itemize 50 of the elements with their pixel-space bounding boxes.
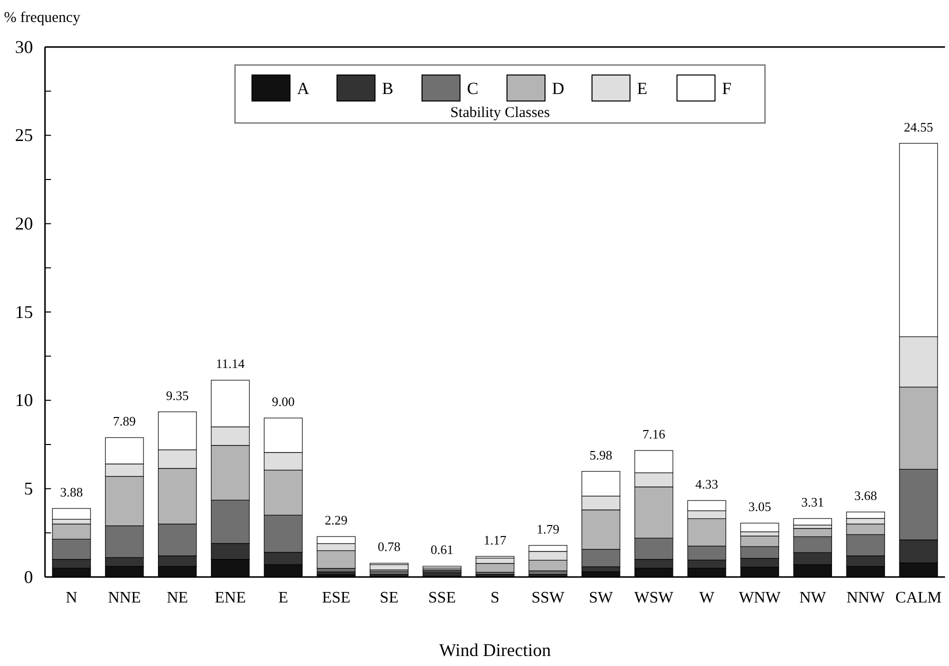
x-tick-label: NNE xyxy=(108,589,141,606)
y-axis-title: % frequency xyxy=(4,10,81,26)
x-tick-label: NE xyxy=(166,589,188,606)
legend-title: Stability Classes xyxy=(450,105,550,121)
total-label: 1.79 xyxy=(536,521,560,536)
total-label: 1.17 xyxy=(484,532,507,548)
x-tick-label: W xyxy=(699,589,716,606)
total-label: 0.61 xyxy=(430,542,454,558)
y-tick-label: 5 xyxy=(24,478,33,498)
x-axis-title: Wind Direction xyxy=(439,640,551,660)
total-label: 7.89 xyxy=(113,414,136,429)
x-tick-label: ENE xyxy=(214,589,246,606)
legend-label: E xyxy=(637,79,648,98)
x-tick-label: NW xyxy=(799,589,827,606)
x-tick-label: ESE xyxy=(322,589,350,606)
total-label: 5.98 xyxy=(590,447,612,462)
y-tick-label: 15 xyxy=(15,302,33,322)
x-tick-label: NNW xyxy=(846,589,886,606)
total-label: 24.55 xyxy=(904,119,934,134)
x-tick-label: SW xyxy=(588,589,614,606)
y-tick-label: 0 xyxy=(24,566,33,587)
x-tick-label: S xyxy=(490,589,500,606)
y-tick-label: 10 xyxy=(15,390,33,410)
total-label: 0.78 xyxy=(378,539,400,554)
total-label: 4.33 xyxy=(695,476,718,492)
total-label: 9.00 xyxy=(272,394,295,409)
x-tick-label: SSE xyxy=(428,589,456,606)
total-label: 9.35 xyxy=(166,388,189,403)
total-label: 2.29 xyxy=(324,512,348,528)
y-tick-label: 20 xyxy=(15,213,33,234)
legend-label: D xyxy=(552,79,564,98)
legend-label: F xyxy=(722,79,732,98)
legend-label: C xyxy=(467,79,478,98)
x-tick-label: E xyxy=(278,589,288,606)
total-label: 3.68 xyxy=(854,488,877,503)
y-tick-label: 25 xyxy=(15,125,33,146)
total-label: 3.88 xyxy=(60,484,83,500)
x-tick-label: WNW xyxy=(738,589,782,606)
total-label: 11.14 xyxy=(216,356,246,372)
x-tick-label: SE xyxy=(380,589,398,606)
y-tick-label: 30 xyxy=(15,36,33,57)
legend-label: A xyxy=(297,79,310,98)
x-tick-label: CALM xyxy=(895,589,942,606)
total-label: 3.31 xyxy=(801,494,824,510)
x-tick-label: SSW xyxy=(531,589,566,606)
total-label: 3.05 xyxy=(748,499,772,514)
x-tick-label: N xyxy=(66,589,78,606)
legend-label: B xyxy=(382,79,394,98)
total-label: 7.16 xyxy=(642,426,666,442)
x-tick-label: WSW xyxy=(634,589,674,606)
